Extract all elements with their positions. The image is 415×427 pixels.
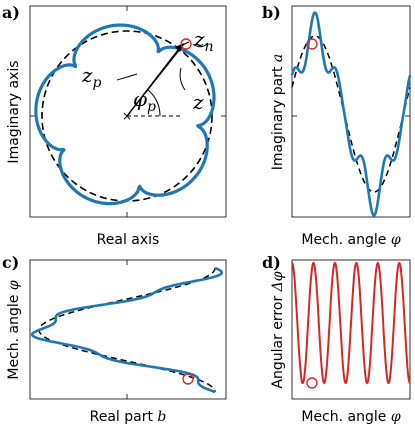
panel-d-axes-box (291, 259, 411, 400)
panel-c-ylabel: Mech. angle φ (6, 280, 22, 379)
panel-a: a) Real axis Imaginary axis × zp zn z φp (2, 3, 227, 248)
panel-d-error-curve (291, 261, 411, 385)
panel-c: c) Real part b Mech. angle φ (2, 253, 227, 425)
panel-d-ylabel: Angular error Δφ (270, 271, 286, 388)
panel-c-axes-box (29, 259, 227, 400)
panel-a-xlabel: Real axis (97, 232, 160, 248)
zn-label: zn (193, 27, 214, 55)
panel-b: b) Mech. angle φ Imaginary part a (262, 3, 412, 248)
panel-a-label: a) (2, 3, 20, 22)
z-leader (179, 67, 186, 91)
zp-label: zp (81, 63, 102, 91)
panel-a-axes-box (29, 5, 227, 218)
measured-trajectory (34, 23, 216, 206)
phi-p-label: φp (133, 87, 156, 115)
panel-c-xlabel: Real part b (90, 409, 167, 425)
panel-d-label: d) (262, 253, 281, 272)
panel-b-label: b) (262, 3, 281, 22)
panel-c-measured-curve (30, 266, 224, 394)
panel-b-ylabel: Imaginary part a (270, 54, 286, 171)
z-label: z (192, 90, 204, 114)
origin-marker: × (122, 109, 132, 123)
panel-c-label: c) (2, 253, 19, 272)
phi-arc (147, 89, 161, 117)
panel-d-marker (306, 377, 318, 389)
panel-b-marker (306, 38, 318, 50)
z-vector (126, 43, 185, 117)
panel-b-xlabel: Mech. angle φ (301, 232, 400, 248)
panel-d-xlabel: Mech. angle φ (301, 409, 400, 425)
zp-leader (116, 73, 138, 81)
panel-b-axes-box (291, 5, 411, 218)
panel-a-marker (180, 38, 192, 50)
zn-leader (192, 42, 209, 48)
panel-b-measured-curve (290, 11, 412, 217)
panel-b-reference-curve (291, 35, 411, 193)
panel-a-ylabel: Imaginary axis (6, 60, 22, 163)
panel-d: d) Mech. angle φ Angular error Δφ (262, 253, 411, 425)
panel-c-marker (182, 373, 194, 385)
zn-vector (177, 41, 190, 48)
